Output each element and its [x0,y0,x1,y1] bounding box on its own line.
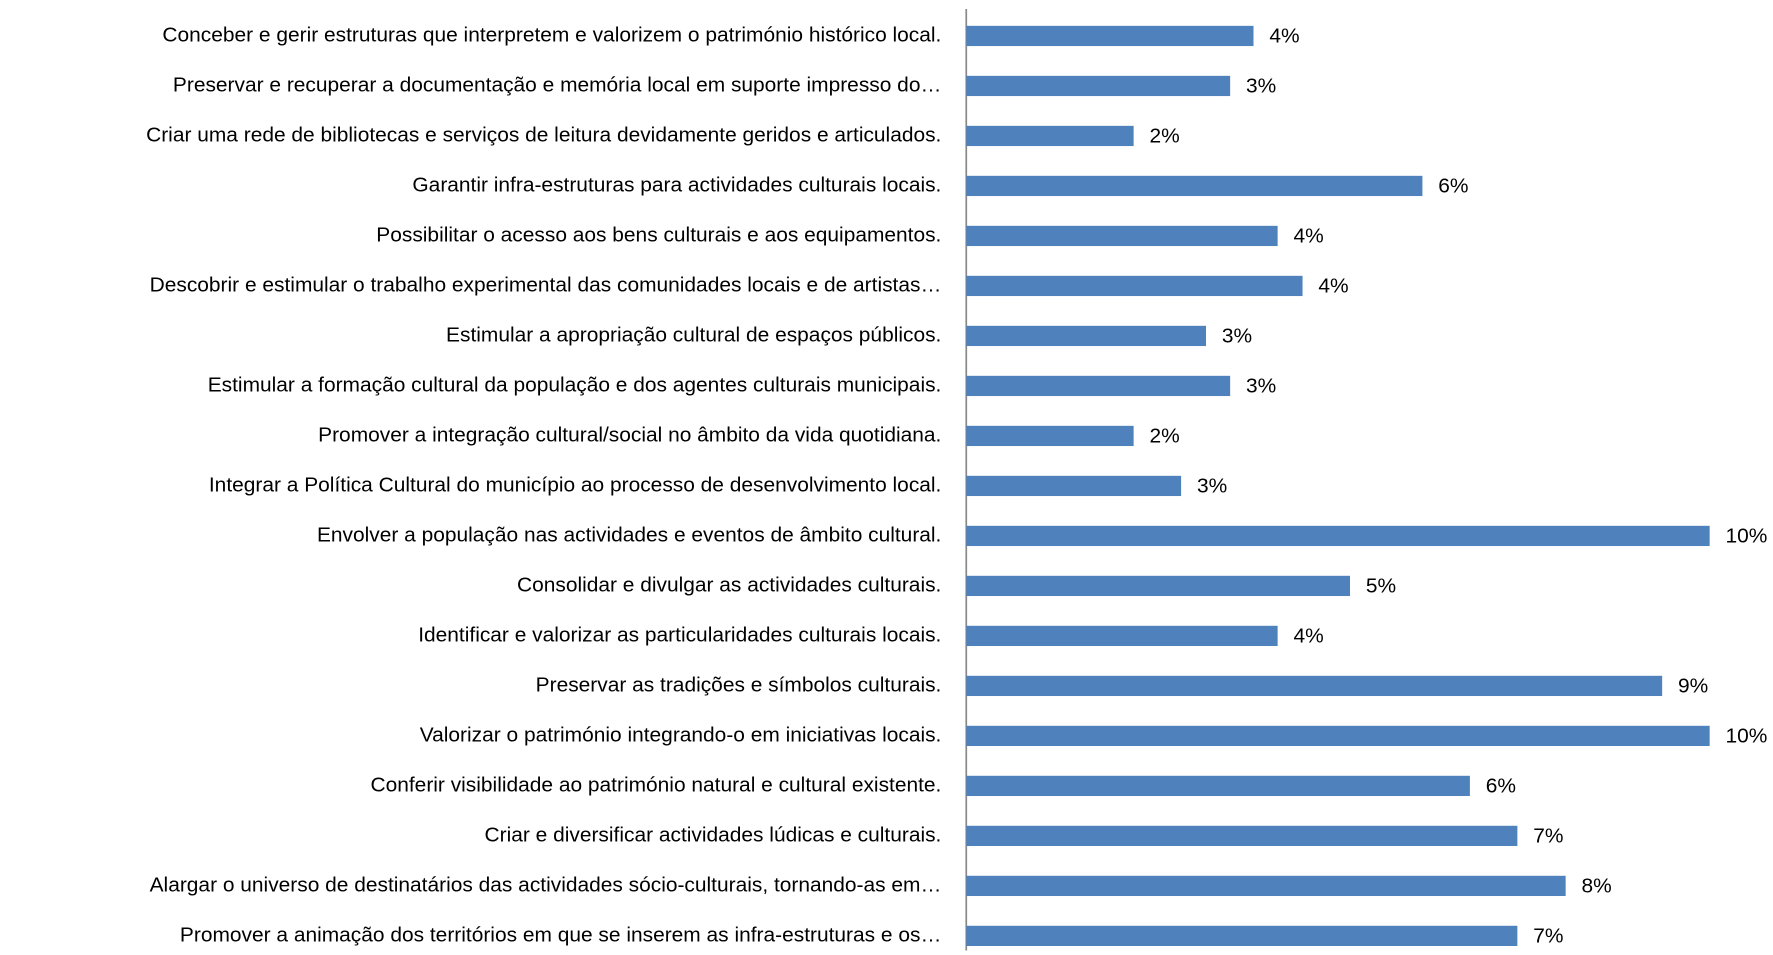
value-label: 3% [1197,475,1227,498]
bar [966,775,1470,797]
category-label: Promover a animação dos territórios em q… [180,923,941,946]
bar [966,675,1663,697]
value-label: 3% [1246,75,1276,98]
bar [966,725,1710,747]
bar [966,825,1518,847]
bar [966,175,1423,197]
category-label: Conferir visibilidade ao património natu… [371,773,942,796]
value-label: 4% [1293,225,1323,248]
bar [966,375,1231,397]
category-label: Consolidar e divulgar as actividades cul… [517,573,941,596]
value-label: 4% [1293,625,1323,648]
value-label: 9% [1678,675,1708,698]
value-label: 10% [1725,725,1767,748]
value-label: 2% [1149,125,1179,148]
bar [966,325,1207,347]
bar [966,25,1254,47]
value-label: 3% [1222,325,1252,348]
bar [966,475,1182,497]
category-label: Identificar e valorizar as particularida… [418,623,941,646]
category-label: Estimular a formação cultural da populaç… [208,373,942,396]
bar [966,925,1518,947]
value-label: 7% [1533,825,1563,848]
category-label: Valorizar o património integrando-o em i… [420,723,942,746]
category-label: Envolver a população nas actividades e e… [317,523,941,546]
value-label: 6% [1486,775,1516,798]
value-label: 6% [1438,175,1468,198]
category-label: Conceber e gerir estruturas que interpre… [162,23,941,46]
category-label: Integrar a Política Cultural do municípi… [209,473,942,496]
category-label: Estimular a apropriação cultural de espa… [446,323,941,346]
bar [966,625,1278,647]
category-label: Criar uma rede de bibliotecas e serviços… [146,123,941,146]
value-label: 3% [1246,375,1276,398]
category-label: Preservar e recuperar a documentação e m… [173,73,941,96]
category-label: Descobrir e estimular o trabalho experim… [150,273,942,296]
value-label: 10% [1725,525,1767,548]
category-label: Alargar o universo de destinatários das … [150,873,942,896]
bar [966,875,1566,897]
bar [966,275,1303,297]
category-label: Promover a integração cultural/social no… [318,423,941,446]
bar [966,125,1134,147]
value-label: 8% [1581,875,1611,898]
value-label: 4% [1269,25,1299,48]
category-label: Possibilitar o acesso aos bens culturais… [376,223,941,246]
bar [966,75,1231,97]
value-label: 2% [1149,425,1179,448]
category-label: Garantir infra-estruturas para actividad… [412,173,941,196]
value-label: 5% [1366,575,1396,598]
category-label: Preservar as tradições e símbolos cultur… [536,673,942,696]
bar [966,575,1351,597]
bar [966,225,1278,247]
bar [966,425,1134,447]
value-label: 7% [1533,925,1563,948]
bar [966,525,1710,547]
value-label: 4% [1318,275,1348,298]
category-label: Criar e diversificar actividades lúdicas… [485,823,942,846]
